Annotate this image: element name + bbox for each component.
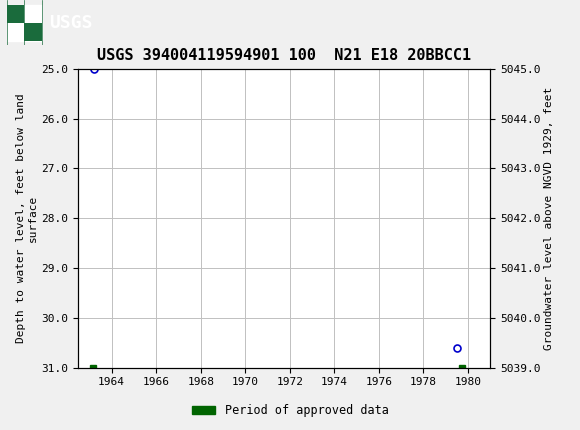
FancyBboxPatch shape bbox=[7, 4, 24, 22]
FancyBboxPatch shape bbox=[7, 4, 42, 41]
Text: USGS: USGS bbox=[49, 14, 93, 31]
Legend: Period of approved data: Period of approved data bbox=[187, 399, 393, 422]
Y-axis label: Groundwater level above NGVD 1929, feet: Groundwater level above NGVD 1929, feet bbox=[545, 86, 554, 350]
Title: USGS 394004119594901 100  N21 E18 20BBCC1: USGS 394004119594901 100 N21 E18 20BBCC1 bbox=[97, 49, 472, 64]
FancyBboxPatch shape bbox=[24, 22, 42, 41]
Y-axis label: Depth to water level, feet below land
surface: Depth to water level, feet below land su… bbox=[16, 93, 38, 343]
